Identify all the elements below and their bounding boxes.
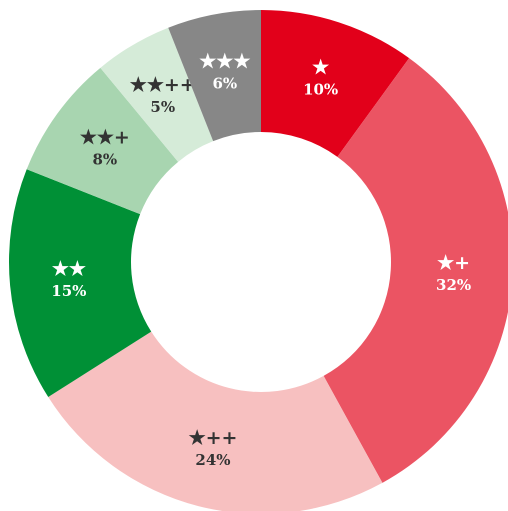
slice-category-label: ★ bbox=[312, 56, 329, 78]
donut-slice bbox=[26, 67, 179, 215]
slice-category-label: ★++ bbox=[189, 427, 238, 449]
slice-value-label: 8% bbox=[93, 151, 118, 169]
donut-slice bbox=[168, 10, 261, 142]
slice-category-label: ★★+ bbox=[80, 127, 130, 149]
slice-value-label: 5% bbox=[150, 98, 175, 116]
slice-value-label: 24% bbox=[195, 451, 230, 469]
donut-slice bbox=[323, 58, 508, 483]
slice-value-label: 10% bbox=[303, 80, 338, 98]
donut-slice bbox=[48, 331, 383, 511]
donut-slice bbox=[261, 10, 410, 157]
slice-value-label: 15% bbox=[51, 282, 86, 300]
slice-category-label: ★+ bbox=[437, 252, 470, 274]
slice-category-label: ★★★ bbox=[199, 50, 250, 72]
donut-slice bbox=[100, 27, 214, 162]
slice-category-label: ★★++ bbox=[130, 74, 196, 96]
slice-value-label: 6% bbox=[212, 74, 237, 92]
slice-value-label: 32% bbox=[436, 276, 471, 294]
slice-category-label: ★★ bbox=[52, 258, 86, 280]
donut-slice bbox=[9, 169, 152, 398]
